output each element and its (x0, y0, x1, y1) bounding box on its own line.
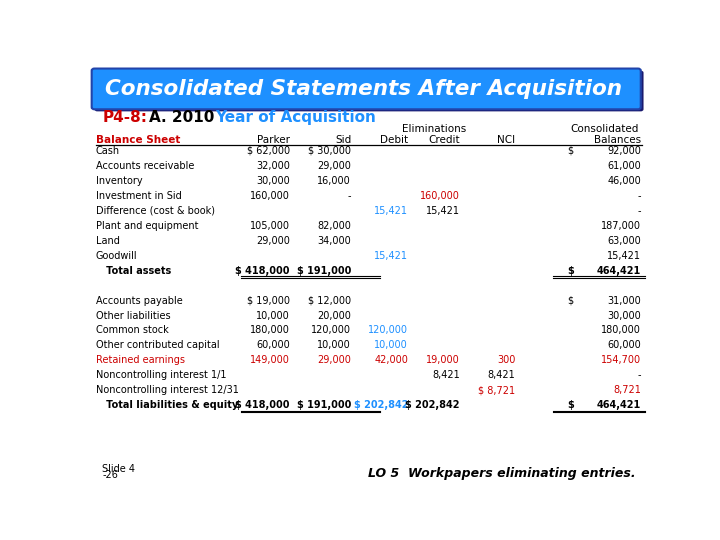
Text: 8,421: 8,421 (432, 370, 460, 380)
Text: $ 62,000: $ 62,000 (247, 146, 289, 156)
Text: 20,000: 20,000 (318, 310, 351, 321)
Text: Total assets: Total assets (96, 266, 171, 275)
Text: 15,421: 15,421 (374, 251, 408, 261)
Text: Noncontrolling interest 12/31: Noncontrolling interest 12/31 (96, 386, 238, 395)
Text: 92,000: 92,000 (608, 146, 642, 156)
Text: 464,421: 464,421 (597, 400, 642, 410)
Text: Other liabilities: Other liabilities (96, 310, 170, 321)
Text: 61,000: 61,000 (608, 161, 642, 171)
Text: Difference (cost & book): Difference (cost & book) (96, 206, 215, 216)
Text: Other contributed capital: Other contributed capital (96, 340, 219, 350)
Text: $ 12,000: $ 12,000 (308, 295, 351, 306)
Text: $ 19,000: $ 19,000 (247, 295, 289, 306)
Text: 29,000: 29,000 (318, 355, 351, 366)
Text: 105,000: 105,000 (250, 221, 289, 231)
Text: Accounts payable: Accounts payable (96, 295, 182, 306)
Text: 32,000: 32,000 (256, 161, 289, 171)
Text: 464,421: 464,421 (597, 266, 642, 275)
Text: $: $ (567, 146, 573, 156)
Text: LO 5  Workpapers eliminating entries.: LO 5 Workpapers eliminating entries. (368, 467, 636, 480)
Text: 10,000: 10,000 (318, 340, 351, 350)
Text: $ 191,000: $ 191,000 (297, 400, 351, 410)
Text: 63,000: 63,000 (608, 235, 642, 246)
Text: Eliminations: Eliminations (402, 124, 466, 134)
Text: 160,000: 160,000 (250, 191, 289, 201)
Text: Common stock: Common stock (96, 326, 168, 335)
Text: 19,000: 19,000 (426, 355, 460, 366)
Text: $ 8,721: $ 8,721 (478, 386, 516, 395)
Text: 8,421: 8,421 (487, 370, 516, 380)
Text: 30,000: 30,000 (608, 310, 642, 321)
Text: 60,000: 60,000 (608, 340, 642, 350)
Text: 15,421: 15,421 (374, 206, 408, 216)
Text: 60,000: 60,000 (256, 340, 289, 350)
Text: $ 202,842: $ 202,842 (405, 400, 460, 410)
Text: 29,000: 29,000 (318, 161, 351, 171)
Text: 30,000: 30,000 (256, 176, 289, 186)
Text: Plant and equipment: Plant and equipment (96, 221, 198, 231)
Text: Parker: Parker (257, 134, 289, 145)
Text: NCI: NCI (497, 134, 516, 145)
Text: Noncontrolling interest 1/1: Noncontrolling interest 1/1 (96, 370, 226, 380)
Text: Land: Land (96, 235, 120, 246)
Text: 16,000: 16,000 (318, 176, 351, 186)
Text: 149,000: 149,000 (250, 355, 289, 366)
Text: 46,000: 46,000 (608, 176, 642, 186)
Text: 8,721: 8,721 (613, 386, 642, 395)
Text: Balance Sheet: Balance Sheet (96, 134, 180, 145)
Text: Sid: Sid (335, 134, 351, 145)
Text: $ 202,842: $ 202,842 (354, 400, 408, 410)
Text: Goodwill: Goodwill (96, 251, 138, 261)
Text: $ 418,000: $ 418,000 (235, 400, 289, 410)
Text: -26: -26 (102, 470, 118, 480)
Text: P4-8:: P4-8: (102, 110, 148, 125)
Text: Consolidated Statements After Acquisition: Consolidated Statements After Acquisitio… (105, 79, 622, 99)
Text: $ 418,000: $ 418,000 (235, 266, 289, 275)
Text: $ 30,000: $ 30,000 (308, 146, 351, 156)
Text: 187,000: 187,000 (601, 221, 642, 231)
Text: 82,000: 82,000 (318, 221, 351, 231)
Text: Retained earnings: Retained earnings (96, 355, 184, 366)
Text: $ 191,000: $ 191,000 (297, 266, 351, 275)
Text: Inventory: Inventory (96, 176, 143, 186)
FancyBboxPatch shape (94, 71, 644, 111)
Text: 15,421: 15,421 (607, 251, 642, 261)
Text: 160,000: 160,000 (420, 191, 460, 201)
Text: 15,421: 15,421 (426, 206, 460, 216)
Text: 180,000: 180,000 (601, 326, 642, 335)
Text: 300: 300 (497, 355, 516, 366)
Text: Slide 4: Slide 4 (102, 464, 135, 474)
Text: -: - (638, 191, 642, 201)
Text: Accounts receivable: Accounts receivable (96, 161, 194, 171)
Text: Total liabilities & equity: Total liabilities & equity (96, 400, 238, 410)
Text: 120,000: 120,000 (368, 326, 408, 335)
Text: -: - (638, 206, 642, 216)
Text: -: - (348, 191, 351, 201)
Text: -: - (638, 370, 642, 380)
Text: 34,000: 34,000 (318, 235, 351, 246)
Text: 154,700: 154,700 (601, 355, 642, 366)
Text: Balances: Balances (594, 134, 642, 145)
Text: $: $ (567, 400, 574, 410)
Text: 120,000: 120,000 (311, 326, 351, 335)
Text: 10,000: 10,000 (374, 340, 408, 350)
Text: Year of Acquisition: Year of Acquisition (215, 110, 377, 125)
FancyBboxPatch shape (91, 69, 641, 109)
Text: 29,000: 29,000 (256, 235, 289, 246)
Text: 42,000: 42,000 (374, 355, 408, 366)
Text: Credit: Credit (428, 134, 460, 145)
Text: Investment in Sid: Investment in Sid (96, 191, 181, 201)
Text: 31,000: 31,000 (608, 295, 642, 306)
Text: Debit: Debit (380, 134, 408, 145)
Text: Cash: Cash (96, 146, 120, 156)
Text: $: $ (567, 295, 573, 306)
Text: 180,000: 180,000 (250, 326, 289, 335)
Text: 10,000: 10,000 (256, 310, 289, 321)
Text: Consolidated: Consolidated (570, 124, 639, 134)
Text: $: $ (567, 266, 574, 275)
Text: A. 2010: A. 2010 (148, 110, 214, 125)
